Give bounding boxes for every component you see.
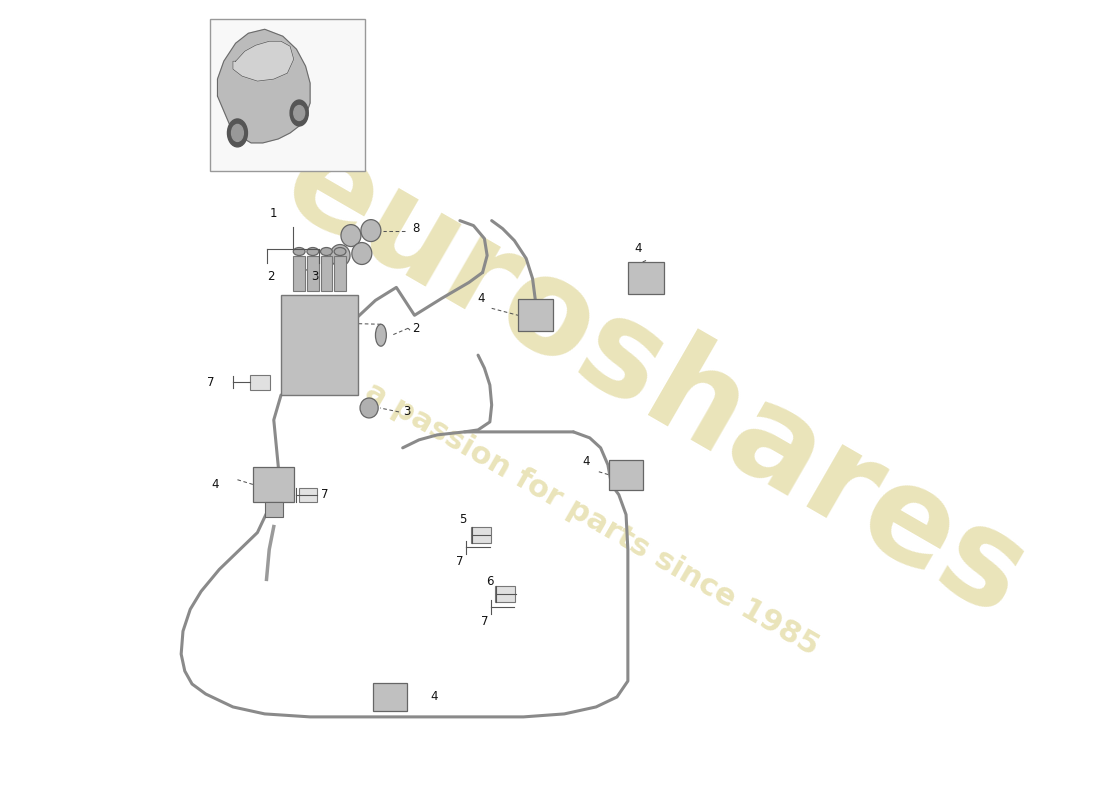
Ellipse shape xyxy=(228,119,248,147)
Text: 5: 5 xyxy=(459,513,466,526)
Ellipse shape xyxy=(290,100,308,126)
Text: 3: 3 xyxy=(311,270,318,283)
Bar xyxy=(471,526,491,542)
Text: 7: 7 xyxy=(481,614,488,628)
Bar xyxy=(265,502,283,517)
Ellipse shape xyxy=(320,247,332,255)
Text: 7: 7 xyxy=(207,375,215,389)
Polygon shape xyxy=(233,42,294,81)
Bar xyxy=(628,262,664,294)
Ellipse shape xyxy=(360,398,378,418)
Text: 6: 6 xyxy=(486,575,494,588)
Bar xyxy=(210,19,364,170)
Bar xyxy=(518,299,552,331)
Text: 7: 7 xyxy=(456,555,463,568)
Ellipse shape xyxy=(334,247,346,255)
Text: 8: 8 xyxy=(411,222,419,235)
Bar xyxy=(299,488,318,502)
Ellipse shape xyxy=(375,324,386,346)
Bar xyxy=(608,460,644,490)
Text: 4: 4 xyxy=(582,455,590,468)
Bar xyxy=(334,256,346,291)
Text: 4: 4 xyxy=(212,478,219,491)
Ellipse shape xyxy=(294,247,305,255)
Text: a passion for parts since 1985: a passion for parts since 1985 xyxy=(360,378,824,662)
Text: 4: 4 xyxy=(634,242,641,255)
Text: 1: 1 xyxy=(270,207,277,220)
Ellipse shape xyxy=(330,245,350,266)
Bar xyxy=(320,256,332,291)
Bar xyxy=(294,256,305,291)
Polygon shape xyxy=(218,30,310,143)
Text: 4: 4 xyxy=(477,292,484,305)
Ellipse shape xyxy=(361,220,381,242)
Ellipse shape xyxy=(341,225,361,246)
Ellipse shape xyxy=(307,247,319,255)
Bar xyxy=(373,683,407,711)
Text: 7: 7 xyxy=(321,488,329,501)
Ellipse shape xyxy=(232,125,243,142)
Bar xyxy=(307,256,319,291)
Text: 4: 4 xyxy=(430,690,438,703)
Text: 3: 3 xyxy=(403,406,410,418)
Ellipse shape xyxy=(352,242,372,265)
Bar xyxy=(280,295,358,395)
Text: euroshares: euroshares xyxy=(262,117,1048,644)
Text: 2: 2 xyxy=(267,270,275,283)
Bar xyxy=(253,467,294,502)
Ellipse shape xyxy=(294,106,305,121)
Text: 2: 2 xyxy=(411,322,419,334)
Bar xyxy=(495,586,515,602)
Bar xyxy=(250,374,271,390)
